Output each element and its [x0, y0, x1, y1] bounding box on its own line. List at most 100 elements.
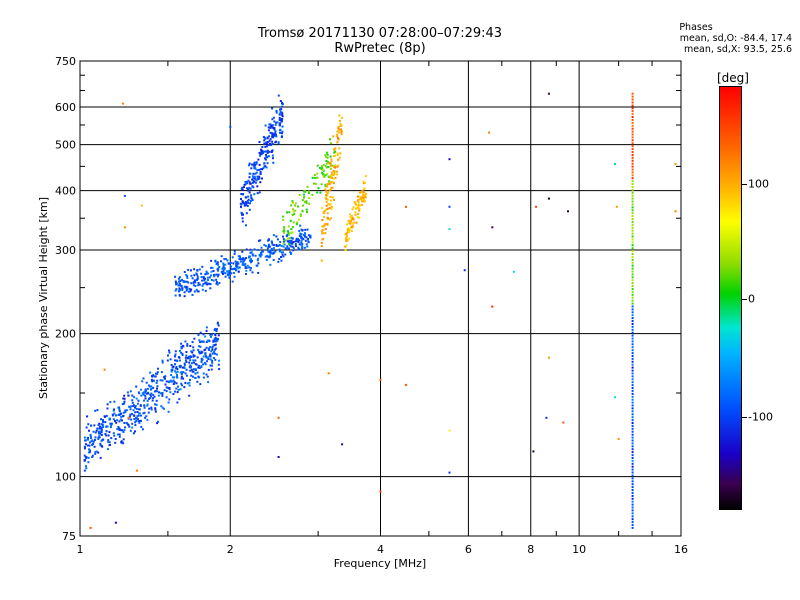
scatter-point — [164, 383, 167, 386]
scatter-point — [236, 261, 239, 264]
scatter-point — [201, 284, 204, 287]
scatter-point — [217, 363, 220, 366]
scatter-point — [205, 273, 208, 275]
scatter-point — [178, 293, 181, 296]
scatter-point — [241, 186, 244, 189]
scatter-point — [259, 168, 262, 171]
scatter-point — [112, 418, 115, 421]
scatter-point — [355, 207, 358, 210]
trace-point — [631, 153, 634, 156]
scatter-point — [251, 185, 254, 188]
trace-point — [631, 168, 634, 171]
trace-point — [631, 308, 634, 311]
trace-point — [631, 369, 634, 372]
scatter-point — [119, 412, 122, 415]
scatter-point — [178, 276, 181, 279]
scatter-point — [324, 232, 327, 235]
scatter-point — [161, 361, 164, 364]
scatter-point — [341, 443, 344, 446]
scatter-point — [281, 125, 284, 128]
scatter-point — [268, 139, 271, 142]
scatter-point — [216, 275, 219, 278]
trace-point — [631, 223, 634, 226]
scatter-point — [189, 378, 191, 381]
scatter-point — [249, 182, 252, 185]
trace-point — [631, 419, 634, 422]
trace-point — [631, 416, 634, 419]
scatter-point — [183, 285, 186, 288]
scatter-point — [122, 438, 125, 441]
scatter-point — [350, 230, 353, 233]
scatter-point — [272, 127, 275, 130]
scatter-point — [277, 416, 280, 419]
scatter-point — [88, 441, 91, 444]
scatter-point — [151, 380, 154, 383]
scatter-point — [181, 352, 184, 355]
scatter-point — [211, 266, 214, 269]
scatter-point — [154, 410, 157, 413]
scatter-point — [278, 243, 281, 246]
scatter-point — [133, 418, 136, 421]
scatter-point — [166, 386, 169, 389]
scatter-point — [260, 251, 262, 254]
scatter-point — [305, 243, 308, 246]
scatter-point — [168, 349, 170, 352]
scatter-point — [267, 143, 270, 146]
scatter-point — [615, 205, 618, 208]
scatter-point — [204, 289, 207, 292]
scatter-point — [334, 154, 337, 157]
scatter-point — [358, 209, 361, 212]
trace-point — [631, 241, 634, 244]
scatter-point — [270, 151, 273, 153]
trace-point — [631, 142, 634, 145]
scatter-point — [267, 126, 270, 129]
scatter-point — [93, 424, 96, 427]
trace-point — [631, 226, 634, 229]
scatter-point — [359, 204, 361, 207]
scatter-point — [92, 430, 95, 433]
scatter-point — [263, 162, 266, 165]
scatter-point — [177, 277, 180, 280]
scatter-point — [276, 121, 279, 124]
scatter-point — [326, 156, 329, 159]
scatter-point — [94, 439, 96, 441]
scatter-point — [90, 440, 93, 443]
scatter-point — [248, 162, 251, 165]
scatter-point — [330, 176, 333, 179]
scatter-point — [362, 197, 365, 200]
scatter-point — [250, 196, 253, 199]
scatter-point — [356, 216, 359, 219]
scatter-point — [271, 157, 274, 160]
scatter-point — [222, 267, 225, 269]
scatter-point — [271, 132, 274, 135]
trace-point — [631, 238, 634, 241]
scatter-point — [98, 436, 101, 439]
scatter-point — [102, 426, 105, 428]
scatter-point — [327, 191, 329, 194]
scatter-point — [114, 521, 117, 524]
scatter-point — [547, 356, 550, 359]
scatter-point — [97, 424, 100, 426]
scatter-point — [301, 238, 304, 241]
scatter-point — [193, 368, 195, 371]
phase-stats-x: mean, sd,X: 93.5, 25.6 — [683, 44, 792, 55]
scatter-point — [205, 356, 208, 359]
scatter-point — [123, 422, 126, 424]
scatter-point — [120, 440, 123, 443]
scatter-point — [207, 356, 209, 359]
y-tick-label: 750 — [55, 55, 76, 68]
scatter-point — [156, 387, 158, 390]
scatter-point — [157, 394, 160, 397]
scatter-point — [278, 250, 281, 253]
scatter-point — [189, 359, 192, 362]
scatter-point — [316, 191, 319, 194]
scatter-point — [205, 341, 208, 343]
scatter-point — [180, 342, 183, 345]
scatter-point — [278, 248, 281, 251]
scatter-point — [303, 235, 306, 238]
scatter-point — [153, 395, 156, 398]
scatter-point — [281, 117, 284, 120]
x-tick-label: 4 — [377, 543, 384, 556]
x-tick-label: 10 — [572, 543, 586, 556]
scatter-point — [263, 139, 266, 142]
